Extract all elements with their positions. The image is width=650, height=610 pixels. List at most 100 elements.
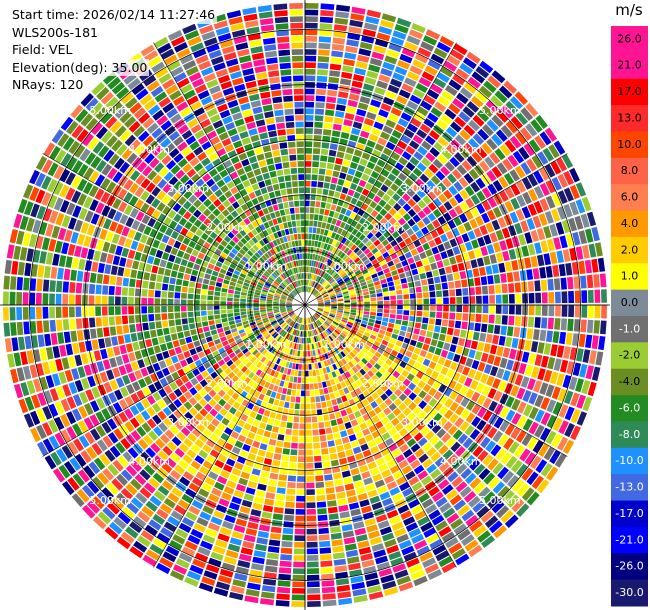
velocity-cell — [238, 477, 248, 486]
velocity-cell — [259, 443, 268, 451]
velocity-cell — [422, 195, 432, 205]
velocity-cell — [54, 416, 65, 431]
velocity-cell — [576, 394, 586, 409]
velocity-cell — [457, 262, 465, 271]
velocity-cell — [391, 521, 404, 531]
velocity-cell — [336, 397, 343, 405]
velocity-cell — [83, 465, 96, 479]
velocity-cell — [245, 487, 256, 495]
velocity-cell — [423, 527, 437, 538]
velocity-cell — [495, 315, 502, 325]
velocity-cell — [115, 286, 122, 296]
velocity-cell — [273, 371, 279, 378]
velocity-cell — [235, 206, 244, 215]
velocity-cell — [534, 242, 542, 254]
velocity-cell — [364, 572, 379, 581]
velocity-cell — [273, 399, 280, 406]
velocity-cell — [409, 339, 417, 347]
velocity-cell — [135, 401, 145, 413]
velocity-cell — [142, 135, 154, 147]
velocity-cell — [488, 314, 495, 324]
velocity-cell — [223, 402, 232, 411]
velocity-cell — [334, 241, 341, 248]
velocity-cell — [311, 240, 315, 247]
velocity-cell — [199, 466, 210, 476]
velocity-cell — [197, 151, 207, 162]
velocity-cell — [221, 288, 228, 293]
velocity-cell — [356, 108, 367, 117]
velocity-cell — [294, 288, 299, 294]
velocity-cell — [376, 243, 384, 251]
velocity-cell — [448, 103, 461, 115]
velocity-cell — [307, 259, 310, 266]
velocity-cell — [346, 217, 354, 225]
velocity-cell — [71, 175, 82, 189]
velocity-cell — [470, 340, 478, 350]
velocity-cell — [216, 438, 226, 447]
velocity-cell — [213, 142, 224, 151]
velocity-cell — [344, 279, 351, 284]
velocity-cell — [394, 123, 406, 134]
velocity-cell — [330, 378, 336, 386]
velocity-cell — [172, 202, 182, 213]
velocity-cells — [3, 3, 607, 607]
velocity-cell — [505, 120, 518, 134]
velocity-cell — [280, 296, 287, 299]
velocity-cell — [276, 260, 282, 267]
velocity-cell — [102, 506, 116, 520]
velocity-cell — [270, 355, 276, 362]
velocity-cell — [317, 415, 324, 422]
velocity-cell — [487, 458, 499, 471]
velocity-cell — [305, 286, 307, 292]
velocity-cell — [403, 516, 416, 526]
velocity-cell — [263, 366, 269, 373]
velocity-cell — [400, 325, 408, 332]
velocity-cell — [255, 377, 263, 384]
velocity-cell — [122, 277, 130, 287]
velocity-cell — [321, 256, 326, 263]
velocity-cell — [272, 385, 279, 392]
velocity-cell — [456, 164, 468, 176]
velocity-cell — [317, 307, 324, 309]
velocity-cell — [208, 193, 218, 203]
velocity-cell — [531, 475, 544, 490]
velocity-cell — [358, 263, 365, 269]
velocity-cell — [328, 190, 335, 197]
velocity-cell — [156, 190, 166, 201]
velocity-cell — [135, 456, 147, 468]
velocity-cell — [312, 227, 317, 234]
velocity-cell — [277, 434, 285, 441]
velocity-cell — [307, 317, 310, 324]
velocity-cell — [287, 286, 292, 291]
velocity-cell — [165, 84, 179, 96]
velocity-cell — [248, 270, 255, 276]
velocity-cell — [220, 336, 227, 343]
velocity-cell — [199, 408, 208, 417]
velocity-cell — [247, 453, 257, 461]
velocity-cell — [239, 212, 247, 220]
velocity-cell — [221, 363, 229, 371]
velocity-cell — [168, 413, 178, 424]
velocity-cell — [344, 52, 357, 60]
velocity-cell — [411, 268, 419, 276]
velocity-cell — [285, 361, 290, 368]
velocity-cell — [319, 288, 325, 293]
velocity-cell — [268, 328, 275, 334]
velocity-cell — [285, 375, 290, 382]
velocity-cell — [305, 3, 319, 9]
velocity-cell — [316, 375, 322, 382]
velocity-cell — [158, 73, 172, 84]
velocity-cell — [268, 291, 275, 295]
velocity-cell — [438, 193, 448, 204]
velocity-cell — [325, 329, 331, 335]
velocity-cell — [215, 163, 225, 173]
velocity-cell — [351, 582, 366, 590]
velocity-cell — [348, 368, 355, 376]
velocity-cell — [400, 278, 407, 284]
velocity-cell — [181, 318, 188, 325]
velocity-cell — [508, 283, 515, 293]
velocity-cell — [476, 419, 487, 431]
velocity-cell — [170, 66, 184, 77]
velocity-cell — [459, 385, 469, 396]
velocity-cell — [426, 331, 433, 338]
